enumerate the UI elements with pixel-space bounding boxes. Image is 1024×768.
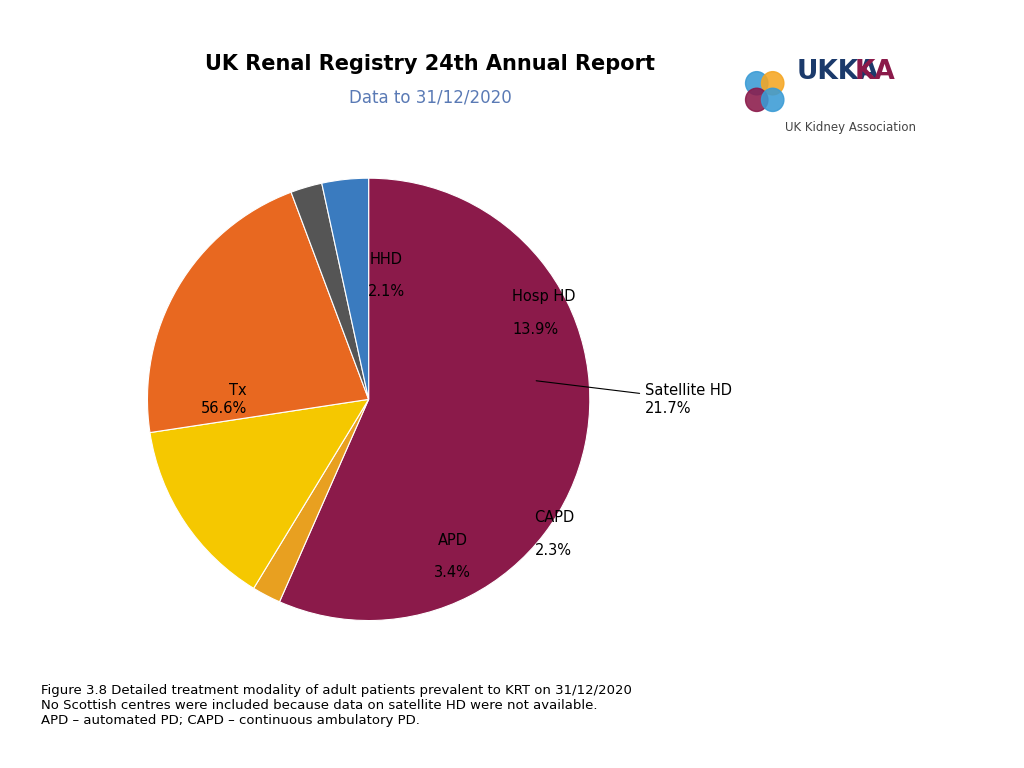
Text: Data to 31/12/2020: Data to 31/12/2020 — [349, 88, 511, 106]
Circle shape — [762, 88, 784, 111]
Text: CAPD: CAPD — [535, 511, 574, 525]
Text: Hosp HD: Hosp HD — [512, 290, 575, 304]
Wedge shape — [147, 192, 369, 432]
Wedge shape — [254, 399, 369, 602]
Text: UK Kidney Association: UK Kidney Association — [784, 121, 915, 134]
Text: 2.1%: 2.1% — [368, 284, 404, 300]
Text: Figure 3.8 Detailed treatment modality of adult patients prevalent to KRT on 31/: Figure 3.8 Detailed treatment modality o… — [41, 684, 632, 727]
Text: HHD: HHD — [370, 252, 402, 266]
Text: APD: APD — [437, 532, 468, 548]
Circle shape — [745, 71, 768, 95]
Text: 2.3%: 2.3% — [535, 543, 571, 558]
Text: UKKA: UKKA — [797, 59, 880, 85]
Text: 13.9%: 13.9% — [512, 322, 558, 337]
Text: KA: KA — [854, 59, 895, 85]
Wedge shape — [280, 178, 590, 621]
Text: 3.4%: 3.4% — [434, 565, 471, 581]
Wedge shape — [150, 399, 369, 588]
Text: UK Renal Registry 24th Annual Report: UK Renal Registry 24th Annual Report — [205, 54, 655, 74]
Circle shape — [745, 88, 768, 111]
Wedge shape — [291, 184, 369, 399]
Text: Satellite HD
21.7%: Satellite HD 21.7% — [537, 381, 732, 415]
Text: Tx
56.6%: Tx 56.6% — [201, 383, 247, 415]
Wedge shape — [322, 178, 369, 399]
Circle shape — [762, 71, 784, 95]
